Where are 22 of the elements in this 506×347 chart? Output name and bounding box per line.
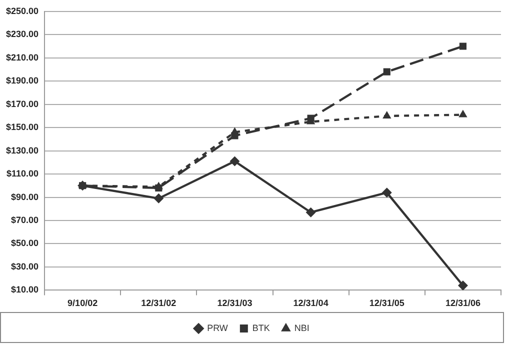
y-tick-label: $90.00 bbox=[11, 192, 39, 202]
legend-label: NBI bbox=[294, 322, 310, 333]
legend-label: PRW bbox=[207, 322, 228, 333]
x-tick-label: 12/31/03 bbox=[217, 298, 252, 308]
y-tick-label: $70.00 bbox=[11, 214, 39, 225]
y-tick-label: $170.00 bbox=[6, 98, 39, 109]
y-tick-label: $250.00 bbox=[6, 6, 39, 16]
x-tick-label: 12/31/06 bbox=[445, 298, 480, 308]
legend-label: BTK bbox=[252, 322, 270, 333]
x-tick-label: 12/31/02 bbox=[141, 298, 176, 308]
y-tick-label: $110.00 bbox=[6, 168, 39, 179]
y-tick-label: $150.00 bbox=[6, 122, 39, 132]
y-tick-label: $190.00 bbox=[6, 76, 39, 86]
x-tick-label: 12/31/04 bbox=[293, 298, 328, 308]
y-tick-label: $10.00 bbox=[11, 284, 39, 295]
y-tick-label: $130.00 bbox=[6, 145, 39, 156]
y-tick-label: $210.00 bbox=[6, 52, 39, 62]
y-tick-label: $30.00 bbox=[11, 261, 39, 272]
y-tick-label: $230.00 bbox=[6, 29, 39, 40]
x-tick-label: 9/10/02 bbox=[68, 298, 98, 308]
y-tick-label: $50.00 bbox=[11, 238, 39, 248]
x-tick-label: 12/31/05 bbox=[369, 298, 404, 308]
